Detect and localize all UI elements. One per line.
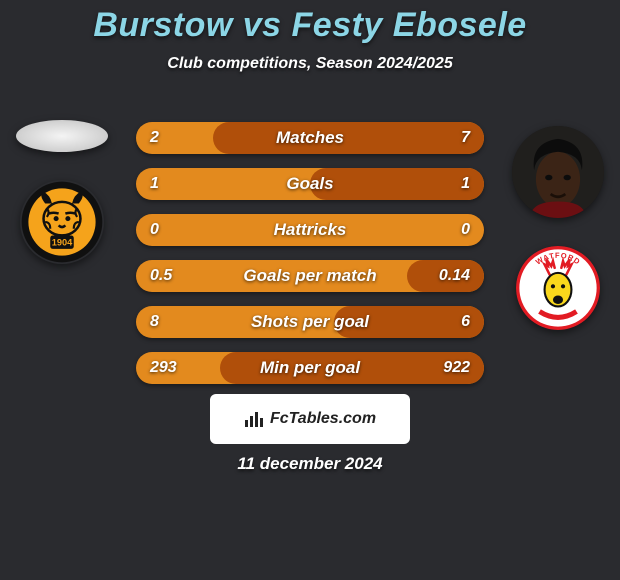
tiger-badge-icon: 1904 [20,180,104,264]
stat-value-right: 0 [461,221,470,239]
watford-badge-icon: WATFORD [516,246,600,330]
player-right-photo [512,126,604,218]
stat-row: 0.5 Goals per match 0.14 [136,260,484,292]
stat-row: 0 Hattricks 0 [136,214,484,246]
stat-label: Hattricks [274,220,347,240]
stat-label: Min per goal [260,358,360,378]
stat-label: Goals [286,174,333,194]
stat-value-right: 7 [461,129,470,147]
left-player-column: 1904 [14,120,110,264]
bar-chart-icon [244,409,264,429]
stat-fill [213,122,484,154]
stat-value-left: 0.5 [150,267,172,285]
stat-row: 2 Matches 7 [136,122,484,154]
stats-table: 2 Matches 7 1 Goals 1 0 Hattricks 0 0.5 Goals per … [136,122,484,384]
stat-value-left: 2 [150,129,159,147]
avatar-icon [512,126,604,218]
stat-value-right: 6 [461,313,470,331]
attribution-badge: FcTables.com [210,394,410,444]
infographic-date: 11 december 2024 [0,454,620,474]
stat-value-left: 0 [150,221,159,239]
badge-left-year: 1904 [52,238,73,248]
page-title: Burstow vs Festy Ebosele [0,0,620,45]
stat-row: 1 Goals 1 [136,168,484,200]
stat-value-left: 1 [150,175,159,193]
subtitle: Club competitions, Season 2024/2025 [0,55,620,73]
stat-row: 293 Min per goal 922 [136,352,484,384]
club-badge-left: 1904 [20,180,104,264]
stat-row: 8 Shots per goal 6 [136,306,484,338]
stat-value-left: 8 [150,313,159,331]
stat-value-right: 0.14 [439,267,470,285]
right-player-column: WATFORD [510,126,606,330]
club-badge-right: WATFORD [516,246,600,330]
stat-value-right: 1 [461,175,470,193]
attribution-text: FcTables.com [270,410,376,428]
stat-fill [310,168,484,200]
stat-value-right: 922 [443,359,470,377]
stat-label: Shots per goal [251,312,369,332]
stat-label: Matches [276,128,344,148]
stat-value-left: 293 [150,359,177,377]
stat-label: Goals per match [243,266,376,286]
player-left-photo [16,120,108,152]
